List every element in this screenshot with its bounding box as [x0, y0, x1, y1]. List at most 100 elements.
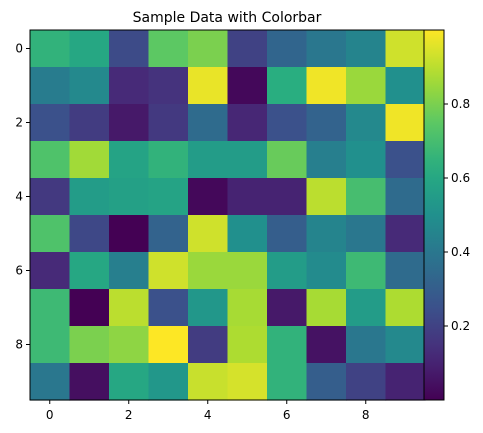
- heatmap-cell-r8-c1: [69, 326, 110, 364]
- x-tick-label: 4: [204, 408, 212, 422]
- heatmap-cell-r8-c4: [188, 326, 229, 364]
- heatmap-cell-r7-c0: [30, 289, 71, 327]
- heatmap-cell-r8-c5: [227, 326, 268, 364]
- heatmap-cell-r6-c3: [148, 252, 189, 290]
- heatmap-cell-r3-c9: [385, 141, 426, 179]
- heatmap-cell-r9-c3: [148, 363, 189, 401]
- heatmap-cell-r1-c1: [69, 67, 110, 105]
- heatmap-cell-r3-c5: [227, 141, 268, 179]
- heatmap-cell-r4-c5: [227, 178, 268, 216]
- heatmap-cell-r2-c1: [69, 104, 110, 142]
- heatmap-cell-r0-c2: [109, 30, 150, 68]
- heatmap-cell-r9-c4: [188, 363, 229, 401]
- heatmap-cell-r3-c3: [148, 141, 189, 179]
- heatmap-cell-r3-c7: [306, 141, 347, 179]
- heatmap-cell-r1-c2: [109, 67, 150, 105]
- heatmap-cell-r8-c2: [109, 326, 150, 364]
- chart-title: Sample Data with Colorbar: [133, 10, 322, 26]
- colorbar-tick-label: 0.4: [451, 245, 470, 259]
- heatmap-cell-r2-c8: [346, 104, 387, 142]
- heatmap-cell-r1-c0: [30, 67, 71, 105]
- heatmap-cell-r1-c9: [385, 67, 426, 105]
- x-axis-ticks: 0 2 4 6 8: [46, 400, 370, 422]
- heatmap-cell-r3-c0: [30, 141, 71, 179]
- heatmap-cell-r9-c6: [267, 363, 308, 401]
- heatmap-cell-r4-c6: [267, 178, 308, 216]
- x-tick-label: 0: [46, 408, 54, 422]
- x-tick-label: 6: [283, 408, 291, 422]
- heatmap-cell-r6-c9: [385, 252, 426, 290]
- heatmap-cell-r4-c0: [30, 178, 71, 216]
- heatmap-cell-r2-c2: [109, 104, 150, 142]
- heatmap-cells: [30, 30, 426, 401]
- heatmap-cell-r0-c4: [188, 30, 229, 68]
- heatmap-cell-r6-c2: [109, 252, 150, 290]
- heatmap-cell-r6-c4: [188, 252, 229, 290]
- heatmap-cell-r6-c6: [267, 252, 308, 290]
- heatmap-cell-r1-c7: [306, 67, 347, 105]
- heatmap-cell-r7-c5: [227, 289, 268, 327]
- heatmap-cell-r2-c6: [267, 104, 308, 142]
- heatmap-cell-r4-c9: [385, 178, 426, 216]
- heatmap-cell-r1-c6: [267, 67, 308, 105]
- x-tick-label: 8: [362, 408, 370, 422]
- heatmap-cell-r0-c5: [227, 30, 268, 68]
- heatmap-cell-r5-c8: [346, 215, 387, 253]
- heatmap-cell-r5-c3: [148, 215, 189, 253]
- heatmap-cell-r6-c1: [69, 252, 110, 290]
- heatmap-cell-r6-c5: [227, 252, 268, 290]
- heatmap-cell-r5-c0: [30, 215, 71, 253]
- heatmap-cell-r3-c6: [267, 141, 308, 179]
- heatmap-cell-r4-c3: [148, 178, 189, 216]
- heatmap-cell-r5-c6: [267, 215, 308, 253]
- y-tick-label: 4: [15, 190, 23, 204]
- y-tick-label: 8: [15, 338, 23, 352]
- heatmap-cell-r2-c4: [188, 104, 229, 142]
- heatmap-cell-r5-c5: [227, 215, 268, 253]
- heatmap-cell-r0-c9: [385, 30, 426, 68]
- x-tick-label: 2: [125, 408, 133, 422]
- heatmap-cell-r8-c8: [346, 326, 387, 364]
- heatmap-cell-r3-c2: [109, 141, 150, 179]
- heatmap-cell-r0-c1: [69, 30, 110, 68]
- heatmap-cell-r2-c5: [227, 104, 268, 142]
- y-tick-label: 6: [15, 264, 23, 278]
- heatmap-cell-r3-c8: [346, 141, 387, 179]
- heatmap-cell-r1-c8: [346, 67, 387, 105]
- heatmap-cell-r9-c8: [346, 363, 387, 401]
- heatmap-cell-r9-c7: [306, 363, 347, 401]
- heatmap-cell-r9-c2: [109, 363, 150, 401]
- heatmap-cell-r6-c8: [346, 252, 387, 290]
- heatmap-cell-r7-c6: [267, 289, 308, 327]
- heatmap-cell-r7-c8: [346, 289, 387, 327]
- heatmap-cell-r7-c9: [385, 289, 426, 327]
- y-tick-label: 0: [15, 42, 23, 56]
- colorbar-tick-label: 0.8: [451, 97, 470, 111]
- heatmap-cell-r0-c7: [306, 30, 347, 68]
- colorbar: [424, 30, 444, 400]
- heatmap-cell-r7-c1: [69, 289, 110, 327]
- heatmap-cell-r4-c2: [109, 178, 150, 216]
- heatmap-cell-r5-c1: [69, 215, 110, 253]
- heatmap-cell-r6-c0: [30, 252, 71, 290]
- heatmap-cell-r5-c7: [306, 215, 347, 253]
- heatmap-cell-r8-c7: [306, 326, 347, 364]
- heatmap-cell-r0-c6: [267, 30, 308, 68]
- heatmap-cell-r8-c9: [385, 326, 426, 364]
- heatmap-cell-r2-c3: [148, 104, 189, 142]
- heatmap-cell-r5-c4: [188, 215, 229, 253]
- y-axis-ticks: 0 2 4 6 8: [15, 42, 30, 352]
- heatmap-cell-r7-c4: [188, 289, 229, 327]
- heatmap-cell-r7-c3: [148, 289, 189, 327]
- heatmap-cell-r2-c9: [385, 104, 426, 142]
- heatmap-cell-r8-c6: [267, 326, 308, 364]
- heatmap-cell-r0-c0: [30, 30, 71, 68]
- heatmap-cell-r2-c7: [306, 104, 347, 142]
- heatmap-cell-r3-c4: [188, 141, 229, 179]
- heatmap-cell-r1-c3: [148, 67, 189, 105]
- colorbar-frame: [423, 29, 445, 401]
- heatmap-cell-r1-c5: [227, 67, 268, 105]
- heatmap-cell-r6-c7: [306, 252, 347, 290]
- heatmap-cell-r9-c1: [69, 363, 110, 401]
